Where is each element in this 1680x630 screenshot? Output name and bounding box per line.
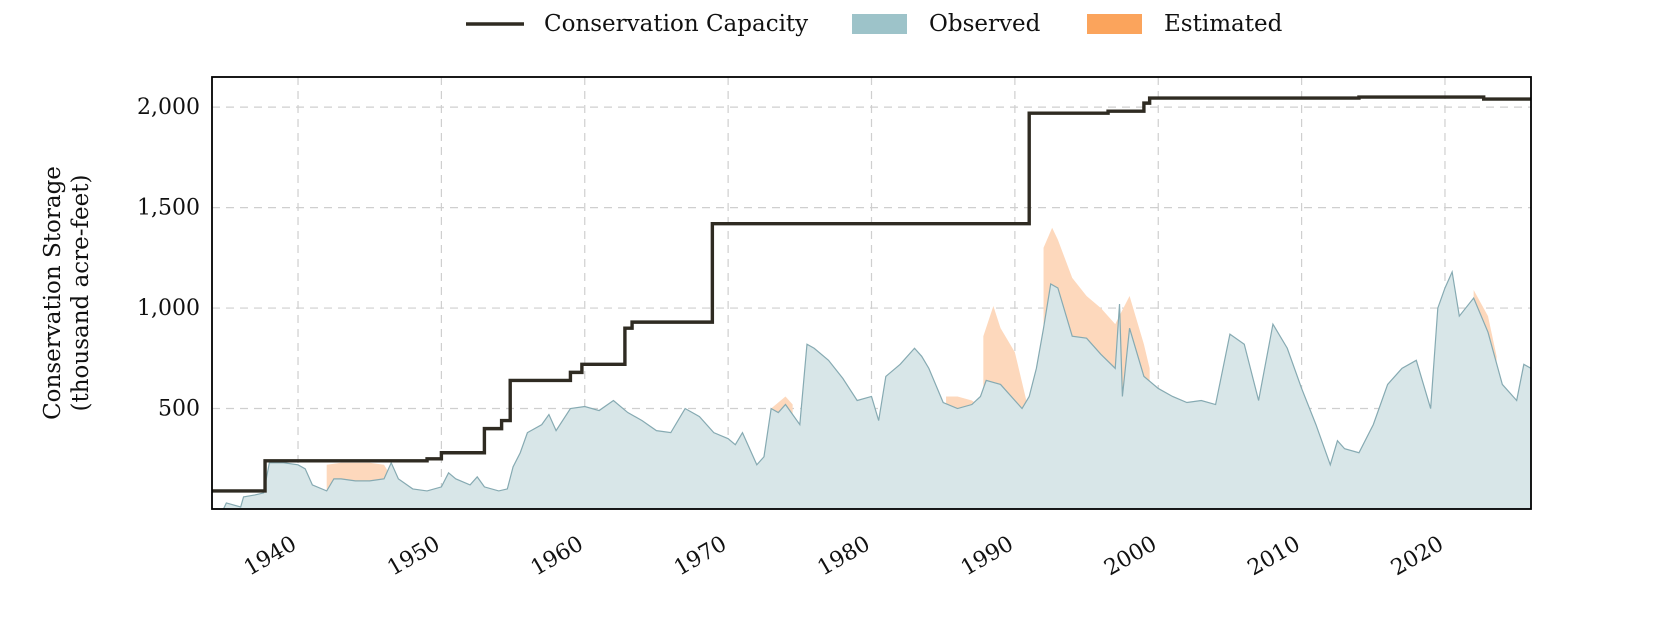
- capacity-line: [212, 95, 1531, 493]
- plot-frame: [211, 76, 1532, 510]
- area-layer: [212, 227, 1531, 509]
- line-layer: [212, 95, 1531, 493]
- legend-label: Estimated: [1164, 11, 1283, 37]
- y-axis-label-line-2: (thousand acre-feet): [68, 175, 94, 412]
- legend-item-estimated: Estimated: [1087, 11, 1283, 37]
- x-tick-label: 1960: [527, 532, 588, 582]
- x-tick-label: 1970: [670, 532, 731, 582]
- y-tick-label: 1,500: [137, 196, 200, 221]
- legend-label: Observed: [929, 11, 1041, 37]
- y-axis-label: Conservation Storage (thousand acre-feet): [40, 166, 94, 420]
- legend-patch-swatch: [852, 14, 907, 34]
- x-tick-label: 1950: [383, 532, 444, 582]
- legend-item-observed: Observed: [852, 11, 1041, 37]
- legend-patch-swatch: [1087, 14, 1142, 34]
- y-axis-label-line-1: Conservation Storage: [40, 166, 66, 420]
- x-tick-label: 1980: [814, 532, 875, 582]
- x-tick-label: 1940: [240, 532, 301, 582]
- legend-label: Conservation Capacity: [544, 11, 808, 37]
- x-tick-label: 2010: [1244, 532, 1305, 582]
- y-tick-label: 500: [158, 397, 200, 422]
- x-tick-label: 2020: [1387, 532, 1448, 582]
- legend-item-conservation-capacity: Conservation Capacity: [466, 11, 808, 37]
- y-tick-label: 2,000: [137, 95, 200, 120]
- x-tick-label: 2000: [1100, 532, 1161, 582]
- observed-area: [212, 271, 1531, 509]
- legend: Conservation Capacity Observed Estimated: [466, 11, 1283, 37]
- y-tick-label: 1,000: [137, 296, 200, 321]
- x-tick-label: 1990: [957, 532, 1018, 582]
- grid: [212, 77, 1531, 509]
- observed-line: [212, 269, 1531, 509]
